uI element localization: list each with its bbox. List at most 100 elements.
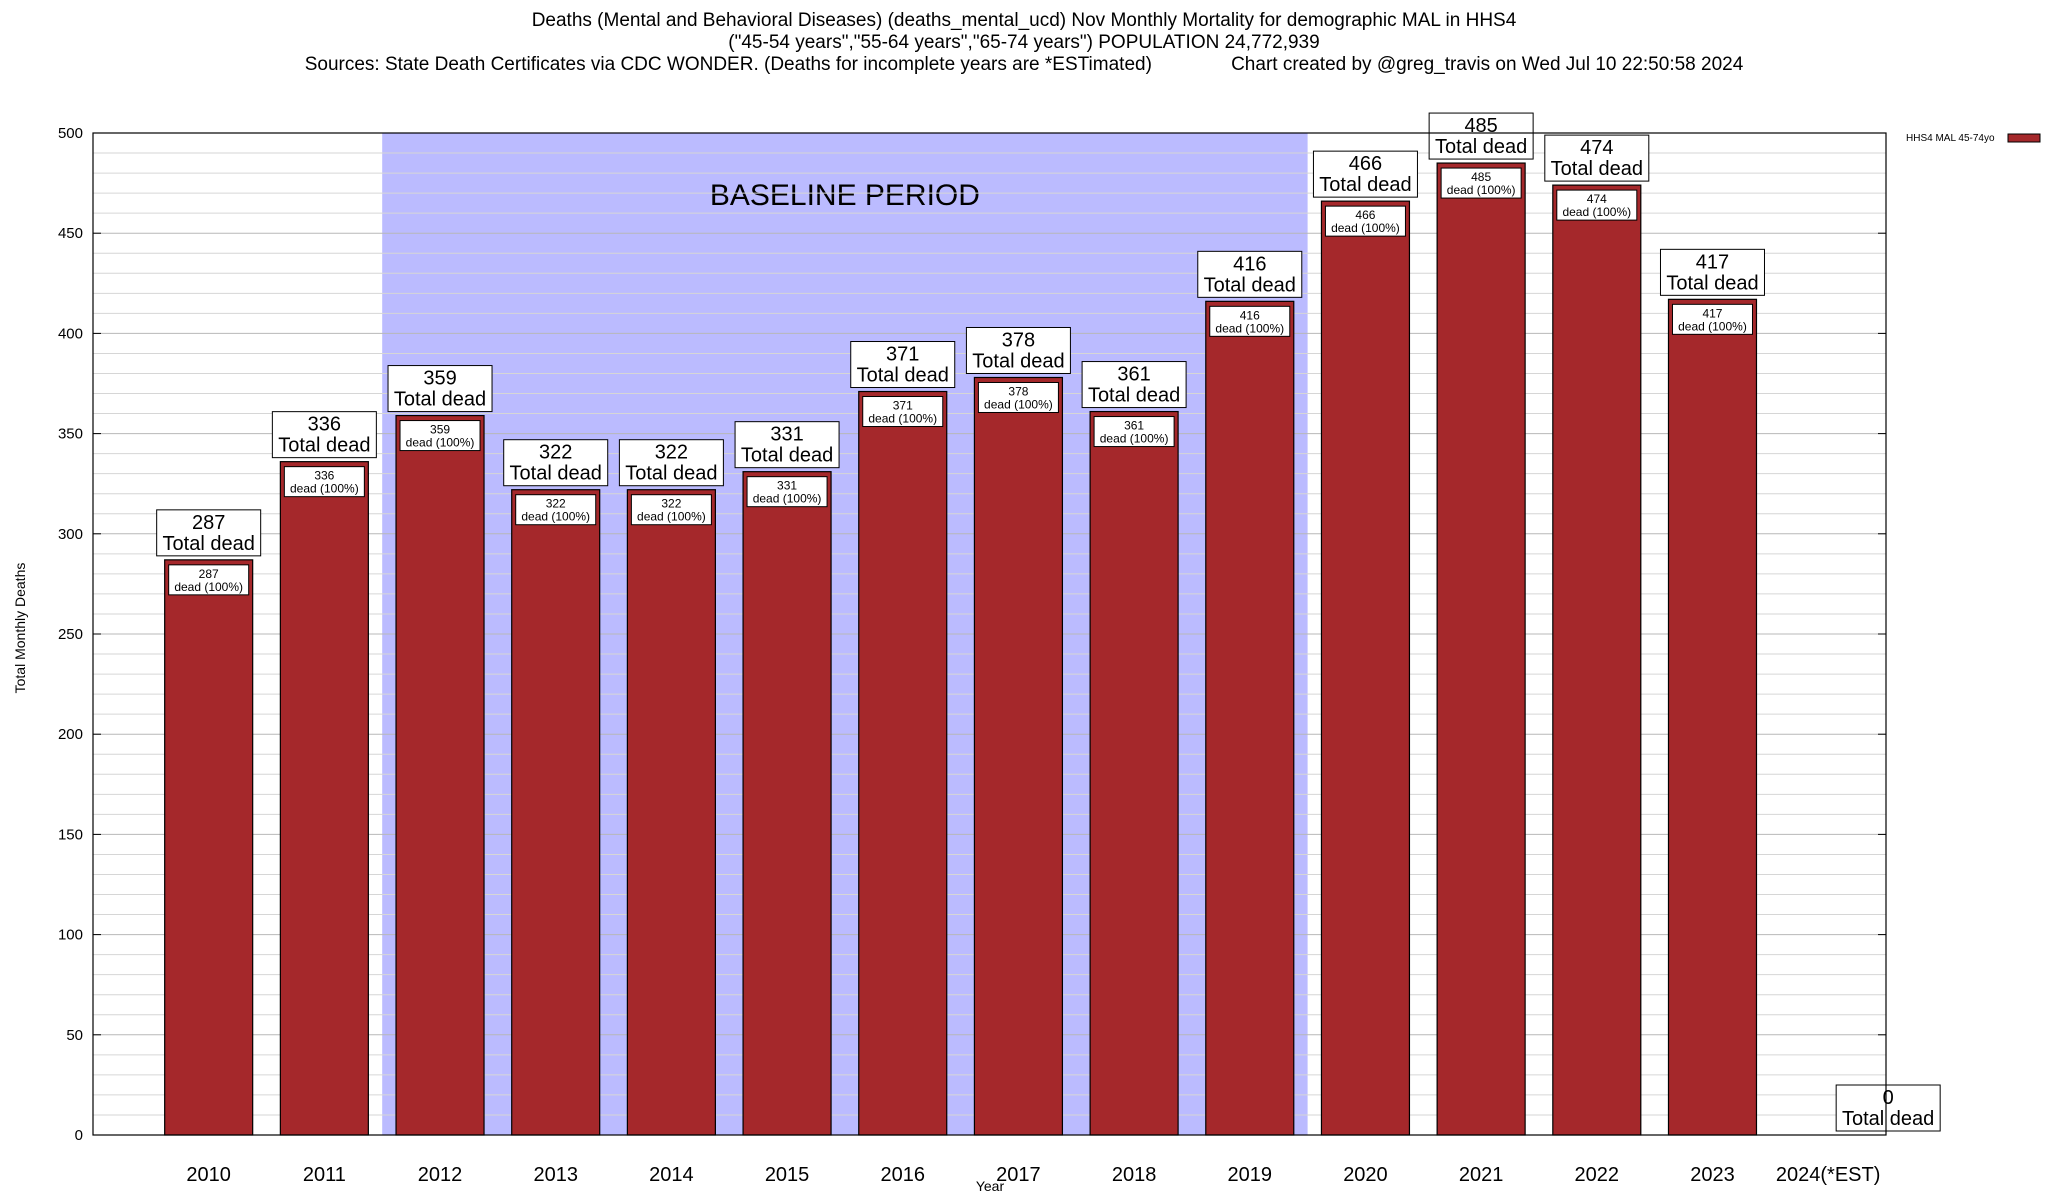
bar-inner-percent-label: dead (100%) [1215, 321, 1284, 335]
bar [164, 559, 254, 1136]
bar-total-label-box [1428, 112, 1534, 160]
x-tick-label: 2018 [1112, 1164, 1157, 1186]
bar-inner-percent-label: dead (100%) [1100, 432, 1169, 446]
x-tick-label: 2014 [649, 1164, 694, 1186]
bar-inner-value-label: 378 [1008, 384, 1028, 398]
bar [1667, 298, 1758, 1136]
bar-inner-percent-label: dead (100%) [637, 510, 706, 524]
bar-inner-value-label: 371 [893, 399, 913, 413]
x-tick-label: 2016 [880, 1164, 925, 1186]
bar-total-label-box [503, 439, 609, 487]
bar-inner-label-box [1440, 167, 1522, 199]
chart-title-line-1: Deaths (Mental and Behavioral Diseases) … [531, 10, 1517, 31]
y-tick-label: 200 [58, 726, 83, 743]
bar-total-label-box [1835, 1084, 1941, 1132]
bar [1552, 184, 1642, 1136]
bar-inner-label-box [515, 494, 597, 526]
bar-total-caption: Total dead [741, 445, 833, 467]
bar-total-value-label: 331 [770, 424, 803, 446]
y-tick-label: 300 [58, 526, 83, 543]
bar-total-label-box [1312, 150, 1418, 198]
bar-total-value-label: 0 [1883, 1087, 1894, 1109]
bar-total-value-label: 336 [308, 414, 341, 436]
bar [395, 414, 485, 1136]
y-tick-label: 450 [58, 225, 83, 242]
bar-inner-label-box [862, 396, 944, 428]
bar-total-value-label: 322 [655, 442, 688, 464]
chart-title-line-2: ("45-54 years","55-64 years","65-74 year… [728, 32, 1320, 53]
bar-total-caption: Total dead [1842, 1108, 1934, 1130]
bar-total-label-box [965, 326, 1071, 374]
bar-total-caption: Total dead [1319, 174, 1411, 196]
bar-inner-percent-label: dead (100%) [1562, 205, 1631, 219]
bar-inner-value-label: 485 [1471, 170, 1491, 184]
bar-total-caption: Total dead [1666, 272, 1758, 294]
bar-total-caption: Total dead [1204, 274, 1296, 296]
bar-total-value-label: 466 [1349, 153, 1382, 175]
bar-total-label-box [618, 439, 724, 487]
x-tick-label: 2020 [1343, 1164, 1388, 1186]
bar-inner-value-label: 287 [199, 567, 219, 581]
bar-inner-label-box [977, 381, 1059, 413]
bar-total-value-label: 485 [1464, 115, 1497, 137]
bar-total-value-label: 417 [1696, 251, 1729, 273]
bar-inner-percent-label: dead (100%) [1447, 183, 1516, 197]
bar-inner-value-label: 417 [1702, 306, 1722, 320]
bar-inner-percent-label: dead (100%) [290, 482, 359, 496]
bar [511, 489, 601, 1136]
y-tick-label: 400 [58, 325, 83, 342]
x-tick-label: 2011 [303, 1164, 346, 1186]
legend-label: HHS4 MAL 45-74yo [1906, 133, 1995, 144]
y-tick-label: 100 [58, 927, 83, 944]
bar-total-caption: Total dead [510, 463, 602, 485]
bar-inner-label-box [1556, 189, 1638, 221]
bar-total-caption: Total dead [857, 365, 949, 387]
bar [1436, 162, 1526, 1136]
x-tick-label: 2024(*EST) [1776, 1164, 1881, 1186]
bar [1320, 200, 1411, 1136]
y-tick-label: 0 [75, 1127, 83, 1144]
bar-total-caption: Total dead [163, 533, 255, 555]
bar-inner-label-box [630, 494, 712, 526]
y-tick-label: 150 [58, 826, 83, 843]
bar-inner-value-label: 331 [777, 479, 797, 493]
bar-total-label-box [1081, 361, 1187, 409]
bar-inner-value-label: 466 [1355, 208, 1375, 222]
x-tick-label: 2019 [1228, 1164, 1273, 1186]
bar-inner-percent-label: dead (100%) [1331, 221, 1400, 235]
bar-total-value-label: 474 [1580, 137, 1613, 159]
bar-total-label-box [387, 365, 493, 413]
bar-total-caption: Total dead [1088, 385, 1180, 407]
x-tick-label: 2023 [1690, 1164, 1735, 1186]
bar-total-value-label: 371 [886, 344, 919, 366]
bar-inner-value-label: 416 [1240, 308, 1260, 322]
bar-total-caption: Total dead [625, 463, 717, 485]
y-tick-label: 500 [58, 125, 83, 142]
bar-total-caption: Total dead [278, 435, 370, 457]
chart-title-line-3: Sources: State Death Certificates via CD… [304, 54, 1744, 75]
bar-inner-percent-label: dead (100%) [521, 510, 590, 524]
bar-inner-value-label: 361 [1124, 419, 1144, 433]
bar [1089, 410, 1179, 1136]
bar [1205, 300, 1295, 1136]
bar [279, 461, 369, 1136]
legend-swatch [2007, 133, 2041, 143]
bar [742, 471, 832, 1136]
bar-total-caption: Total dead [1435, 136, 1527, 158]
x-tick-label: 2021 [1459, 1164, 1504, 1186]
bar-total-value-label: 378 [1002, 329, 1035, 351]
bar-total-label-box [1197, 250, 1303, 298]
bar-inner-value-label: 359 [430, 423, 450, 437]
bar-inner-label-box [168, 564, 250, 596]
y-tick-label: 350 [58, 426, 83, 443]
baseline-period-label: BASELINE PERIOD [710, 179, 980, 212]
bar-inner-label-box [1209, 305, 1291, 337]
bar-inner-value-label: 336 [314, 469, 334, 483]
bar-total-value-label: 416 [1233, 253, 1266, 275]
x-axis-label: Year [975, 1178, 1005, 1194]
bar-inner-percent-label: dead (100%) [984, 397, 1053, 411]
y-tick-label: 50 [66, 1027, 83, 1044]
bar-total-label-box [156, 509, 262, 557]
bar-inner-label-box [1671, 303, 1753, 335]
